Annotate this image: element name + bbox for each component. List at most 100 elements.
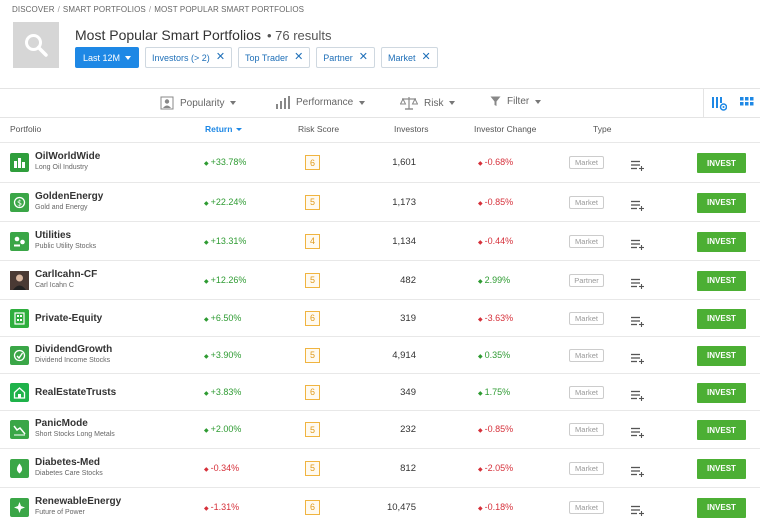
investor-change-value: ◆ -0.85%: [478, 424, 513, 434]
invest-button[interactable]: INVEST: [697, 153, 746, 173]
list-settings-view-icon[interactable]: [711, 95, 728, 111]
add-to-list-icon[interactable]: [631, 237, 644, 250]
down-arrow-icon: ◆: [478, 466, 483, 473]
invest-button[interactable]: INVEST: [697, 231, 746, 252]
filter-dropdown[interactable]: Filter: [490, 96, 542, 107]
grid-view-icon[interactable]: [740, 95, 756, 111]
table-row[interactable]: CarlIcahn-CF Carl Icahn C ◆ +12.26% 5 482 ◆ 2.9…: [0, 260, 760, 299]
utilities-icon: [10, 231, 29, 251]
investor-change-value: ◆ -0.68%: [478, 157, 513, 167]
close-icon[interactable]: ✕: [358, 51, 369, 63]
column-header-return[interactable]: Return: [205, 124, 243, 134]
close-icon[interactable]: ✕: [294, 51, 304, 63]
close-icon[interactable]: ✕: [421, 51, 431, 63]
up-arrow-icon: ◆: [204, 390, 209, 397]
add-to-list-icon[interactable]: [631, 388, 644, 401]
portfolio-name[interactable]: Diabetes-Med: [35, 456, 101, 468]
page-title: Most Popular Smart Portfolios: [75, 27, 261, 43]
breadcrumb-smart-portfolios[interactable]: SMART PORTFOLIOS: [62, 5, 146, 14]
risk-label: Risk: [424, 97, 444, 109]
column-header-risk[interactable]: Risk Score: [298, 124, 340, 134]
invest-button[interactable]: INVEST: [697, 497, 746, 518]
filter-chip-market[interactable]: Market ✕: [381, 47, 438, 68]
add-to-list-icon[interactable]: [631, 503, 644, 516]
svg-text:$: $: [17, 198, 22, 207]
add-to-list-icon[interactable]: [631, 351, 644, 364]
table-row[interactable]: OilWorldWide Long Oil Industry ◆ +33.78% 6 1,…: [0, 142, 760, 182]
invest-button[interactable]: INVEST: [697, 420, 746, 440]
up-arrow-icon: ◆: [478, 390, 483, 397]
investor-count: 1,173: [392, 196, 416, 208]
invest-button[interactable]: INVEST: [697, 192, 746, 213]
invest-button[interactable]: INVEST: [697, 458, 746, 479]
column-header-portfolio[interactable]: Portfolio: [10, 124, 42, 134]
portfolio-name[interactable]: OilWorldWide: [35, 151, 101, 162]
table-row[interactable]: PanicMode Short Stocks Long Metals ◆ +2.00%…: [0, 410, 760, 448]
filter-chip-investors[interactable]: Investors (> 2) ✕: [145, 47, 233, 68]
investor-change-text: -0.85%: [484, 196, 514, 207]
performance-dropdown[interactable]: Performance: [275, 96, 366, 109]
investor-change-text: -3.63%: [484, 312, 514, 323]
investor-change-text: 0.35%: [484, 349, 511, 360]
risk-dropdown[interactable]: Risk: [400, 96, 456, 110]
portfolio-name[interactable]: DividendGrowth: [35, 343, 113, 355]
popularity-dropdown[interactable]: Popularity: [160, 96, 237, 110]
add-to-list-icon[interactable]: [631, 314, 644, 327]
portfolio-name[interactable]: PanicMode: [35, 418, 88, 429]
return-text: +12.26%: [210, 274, 247, 285]
portfolio-name[interactable]: Utilities: [35, 229, 72, 241]
sort-desc-icon: [236, 127, 243, 131]
add-to-list-icon[interactable]: [631, 464, 644, 477]
portfolio-name[interactable]: RenewableEnergy: [35, 495, 122, 507]
add-to-list-icon[interactable]: [631, 276, 644, 289]
energy-icon: [10, 497, 29, 517]
building-icon: [10, 308, 29, 328]
invest-button[interactable]: INVEST: [697, 345, 746, 366]
add-to-list-icon[interactable]: [631, 198, 644, 211]
filter-chip-partner[interactable]: Partner ✕: [316, 47, 376, 68]
column-header-investors[interactable]: Investors: [394, 124, 429, 134]
funnel-icon: [490, 96, 501, 106]
table-row[interactable]: Utilities Public Utility Stocks ◆ +13.31% 4 1…: [0, 221, 760, 260]
add-to-list-icon[interactable]: [631, 425, 644, 438]
portfolio-name[interactable]: GoldenEnergy: [35, 190, 104, 202]
table-row[interactable]: Private-Equity ◆ +6.50% 6 319 ◆ -3.63% Market IN…: [0, 299, 760, 336]
return-text: +13.31%: [210, 235, 247, 246]
chevron-down-icon: [535, 99, 542, 104]
up-arrow-icon: ◆: [478, 353, 483, 360]
up-arrow-icon: ◆: [204, 428, 209, 434]
close-icon[interactable]: ✕: [215, 51, 226, 63]
table-row[interactable]: DividendGrowth Dividend Income Stocks ◆ +3.…: [0, 336, 760, 373]
portfolio-name[interactable]: CarlIcahn-CF: [35, 268, 98, 280]
table-row[interactable]: RealEstateTrusts ◆ +3.83% 6 349 ◆ 1.75% Market I…: [0, 373, 760, 410]
invest-button[interactable]: INVEST: [697, 308, 746, 329]
return-value: ◆ +2.00%: [204, 424, 241, 434]
add-to-list-icon[interactable]: [631, 158, 644, 171]
down-arrow-icon: ◆: [478, 505, 483, 512]
invest-button[interactable]: INVEST: [697, 270, 746, 291]
return-text: +3.83%: [210, 386, 242, 397]
person-icon: [160, 96, 174, 110]
portfolio-description: Future of Power: [35, 508, 85, 516]
filter-chip-top-trader[interactable]: Top Trader ✕: [238, 47, 311, 68]
down-arrow-icon: ◆: [204, 466, 209, 473]
table-row[interactable]: Diabetes-Med Diabetes Care Stocks ◆ -0.34% 5…: [0, 448, 760, 487]
invest-button[interactable]: INVEST: [697, 382, 746, 403]
investor-change-text: -0.44%: [484, 235, 514, 246]
investor-change-text: -0.18%: [484, 501, 514, 512]
investor-change-text: -0.85%: [484, 424, 514, 434]
type-badge: Market: [569, 311, 604, 325]
period-dropdown[interactable]: Last 12M: [75, 47, 140, 68]
return-value: ◆ +6.50%: [204, 313, 241, 323]
breadcrumb-discover[interactable]: DISCOVER: [12, 5, 55, 14]
portfolio-name[interactable]: RealEstateTrusts: [35, 386, 117, 398]
column-header-type[interactable]: Type: [593, 124, 612, 134]
return-text: +2.00%: [210, 424, 242, 434]
table-row[interactable]: RenewableEnergy Future of Power ◆ -1.31% 6 10…: [0, 487, 760, 526]
table-row[interactable]: $ GoldenEnergy Gold and Energy ◆ +22.24% 5 1,1…: [0, 182, 760, 221]
portfolio-name[interactable]: Private-Equity: [35, 312, 103, 324]
risk-score-badge: 5: [305, 194, 320, 210]
column-header-investor-change[interactable]: Investor Change: [474, 124, 537, 134]
investor-count: 10,475: [386, 501, 416, 513]
risk-score-badge: 6: [305, 384, 320, 400]
